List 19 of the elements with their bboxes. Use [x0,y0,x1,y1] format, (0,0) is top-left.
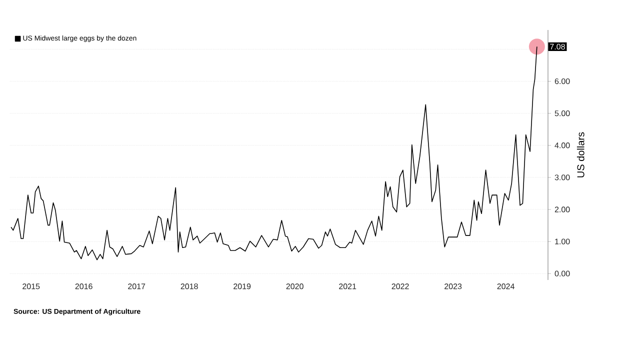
x-tick-label: 2018 [180,284,198,290]
x-tick-label: 2022 [392,284,409,290]
annotation: 7.08 [550,44,565,50]
x-tick-label: 2024 [497,284,514,290]
y-tick-label: 5.00 [554,110,570,116]
y-tick-label: 6.00 [554,78,570,84]
x-tick-label: 2016 [75,284,92,290]
y-tick-label: 0.00 [554,270,570,276]
y-tick-label: 1.00 [555,238,570,244]
x-tick-label: 2020 [286,284,304,290]
y-tick-label: 4.00 [554,142,570,148]
y-tick-label: 3.00 [554,174,570,180]
y-axis-title: US dollars [576,132,584,178]
x-tick-label: 2021 [339,284,356,290]
y-tick-label: 2.00 [554,206,570,212]
x-tick-label: 2017 [128,284,146,290]
x-tick-label: 2015 [22,284,40,290]
x-tick-label: 2023 [444,284,462,290]
x-tick-label: 2019 [234,284,251,290]
